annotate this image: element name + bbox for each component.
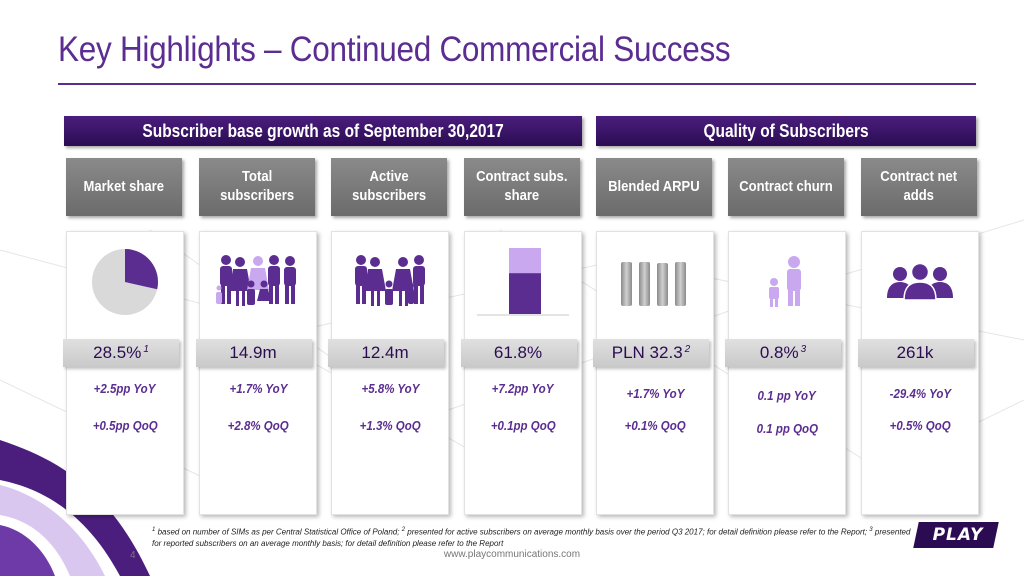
group-icon — [887, 262, 953, 301]
value-text: PLN 32.3 — [611, 343, 683, 362]
stat-yoy: +1.7% YoY — [626, 387, 684, 401]
card-active-subscribers: 12.4m +5.8% YoY +1.3% QoQ — [328, 231, 449, 515]
header-contract-net-adds: Contract net adds — [861, 158, 977, 216]
stat-qoq: +2.8% QoQ — [227, 419, 289, 433]
bars-icon — [621, 262, 686, 306]
value-text: 28.5% — [93, 343, 142, 362]
value-text: 14.9m — [229, 343, 277, 362]
stat-qoq: +1.3% QoQ — [359, 419, 421, 433]
stat-yoy: +7.2pp YoY — [492, 382, 554, 396]
card-market-share: 28.5% 1 +2.5pp YoY +0.5pp QoQ — [63, 231, 184, 515]
value-footnote: 3 — [800, 343, 807, 355]
contract-share-bar-fill — [509, 273, 541, 314]
stat-qoq: +0.1% QoQ — [624, 419, 686, 433]
play-logo: PLAY — [932, 525, 984, 545]
header-label: Contract net adds — [880, 169, 958, 204]
header-label: Market share — [83, 178, 165, 195]
stat-yoy: +5.8% YoY — [361, 382, 419, 396]
value-bar: 28.5% 1 — [63, 339, 179, 367]
stat-qoq: +0.5% QoQ — [889, 419, 951, 433]
header-total-subscribers: Total subscribers — [199, 158, 315, 216]
header-blended-arpu: Blended ARPU — [596, 158, 712, 216]
stat-qoq: +0.1pp QoQ — [490, 419, 556, 433]
value-bar: 61.8% — [461, 339, 577, 367]
value-bar: 261k — [858, 339, 974, 367]
value-text: 0.8% — [759, 343, 799, 362]
card-contract-net-adds: 261k -29.4% YoY +0.5% QoQ — [858, 231, 979, 515]
title-underline — [58, 83, 976, 85]
card-blended-arpu: PLN 32.3 2 +1.7% YoY +0.1% QoQ — [593, 231, 714, 515]
value-bar: 12.4m — [328, 339, 444, 367]
header-contract-churn: Contract churn — [728, 158, 844, 216]
parent-child-icon — [769, 256, 801, 307]
header-label: Blended ARPU — [608, 178, 700, 195]
pie-icon — [92, 249, 159, 315]
banner-subscriber-growth-label: Subscriber base growth as of September 3… — [142, 120, 504, 141]
stat-yoy: -29.4% YoY — [889, 387, 951, 401]
header-label: Contract subs. share — [476, 169, 568, 204]
value-bar: PLN 32.3 2 — [593, 339, 709, 367]
header-label: Contract churn — [739, 178, 833, 195]
header-contract-share: Contract subs. share — [464, 158, 580, 216]
header-market-share: Market share — [66, 158, 182, 216]
card-total-subscribers: 14.9m +1.7% YoY +2.8% QoQ — [196, 231, 317, 515]
value-text: 61.8% — [493, 343, 543, 362]
family-icon — [355, 255, 425, 306]
value-text: 12.4m — [361, 343, 409, 362]
value-footnote: 2 — [684, 343, 691, 355]
page-number: 4 — [130, 550, 136, 561]
banner-quality-label: Quality of Subscribers — [703, 120, 869, 141]
header-active-subscribers: Active subscribers — [331, 158, 447, 216]
market-share-slice — [125, 249, 159, 290]
family-large-icon — [216, 255, 296, 306]
value-text: 261k — [896, 343, 934, 362]
banner-quality: Quality of Subscribers — [596, 116, 976, 146]
card-contract-share: 61.8% +7.2pp YoY +0.1pp QoQ — [461, 231, 582, 515]
footnote: 1 based on number of SIMs as per Central… — [152, 527, 911, 548]
stat-qoq: 0.1 pp QoQ — [756, 422, 818, 436]
page-title: Key Highlights – Continued Commercial Su… — [58, 30, 731, 69]
stat-yoy: +1.7% YoY — [229, 382, 287, 396]
value-footnote: 1 — [143, 343, 149, 355]
header-label: Total subscribers — [220, 169, 294, 204]
stat-yoy: +2.5pp YoY — [94, 382, 156, 396]
website-url: www.playcommunications.com — [443, 549, 581, 560]
stat-qoq: +0.5pp QoQ — [92, 419, 158, 433]
card-contract-churn: 0.8% 3 0.1 pp YoY 0.1 pp QoQ — [725, 231, 846, 515]
stacked-bar-icon — [477, 248, 569, 316]
stat-yoy: 0.1 pp YoY — [757, 389, 817, 403]
header-label: Active subscribers — [352, 169, 426, 204]
banner-subscriber-growth: Subscriber base growth as of September 3… — [64, 116, 582, 146]
value-bar: 14.9m — [196, 339, 312, 367]
value-bar: 0.8% 3 — [725, 339, 841, 367]
